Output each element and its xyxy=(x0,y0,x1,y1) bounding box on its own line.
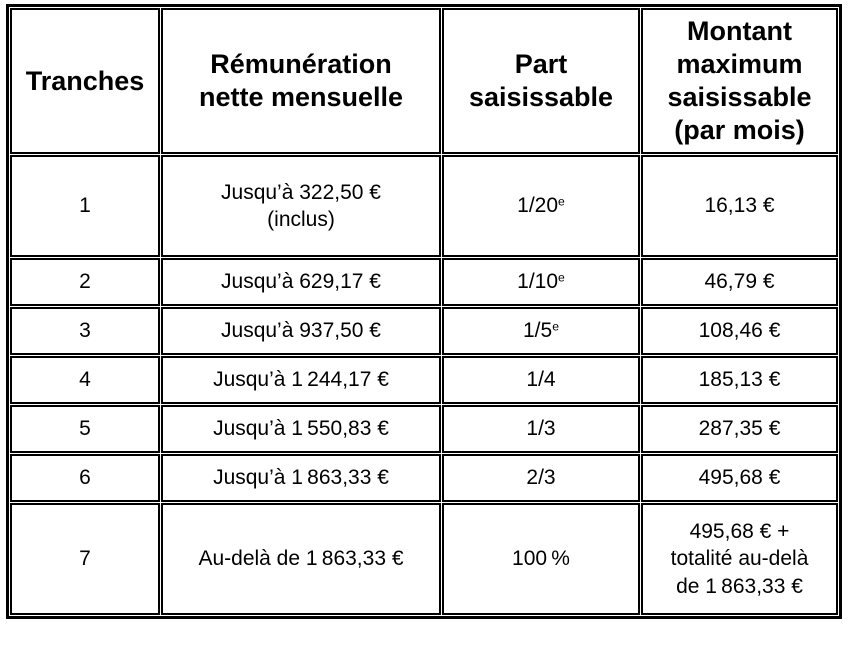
header-montant: Montant maximum saisissable (par mois) xyxy=(641,8,838,154)
cell-remuneration: Jusqu’à 1 550,83 € xyxy=(161,405,441,453)
part-fraction: 1/3 xyxy=(526,417,556,441)
cell-montant: 46,79 € xyxy=(641,258,838,306)
cell-montant: 108,46 € xyxy=(641,307,838,355)
part-fraction: 100 % xyxy=(512,547,570,571)
header-montant-line2: maximum xyxy=(676,49,803,80)
cell-part: 1/4 xyxy=(442,356,640,404)
cell-tranche: 3 xyxy=(10,307,160,355)
table-row: 1 Jusqu’à 322,50 € (inclus) 1/20e 16,13 … xyxy=(10,155,838,257)
header-montant-line4: (par mois) xyxy=(674,114,805,145)
header-part-line1: Part xyxy=(514,49,568,80)
header-montant-line1: Montant xyxy=(687,16,792,47)
cell-tranche: 7 xyxy=(10,503,160,615)
cell-part: 1/3 xyxy=(442,405,640,453)
part-fraction: 2/3 xyxy=(526,466,556,490)
header-remuneration-line1: Rémunération xyxy=(210,49,392,80)
header-row: Tranches Rémunération nette mensuelle Pa… xyxy=(10,8,838,154)
part-fraction: 1/20 xyxy=(517,194,559,218)
cell-tranche: 2 xyxy=(10,258,160,306)
cell-tranche: 1 xyxy=(10,155,160,257)
part-fraction: 1/5 xyxy=(523,319,553,343)
header-remuneration-line2: nette mensuelle xyxy=(198,82,404,112)
cell-montant: 495,68 € + totalité au-delà de 1 863,33 … xyxy=(641,503,838,615)
remuneration-amount: Jusqu’à 322,50 € xyxy=(221,180,381,204)
cell-tranche: 6 xyxy=(10,454,160,502)
table-row: 3 Jusqu’à 937,50 € 1/5e 108,46 € xyxy=(10,307,838,355)
part-fraction: 1/10 xyxy=(517,270,559,294)
part-fraction: 1/4 xyxy=(526,368,556,392)
header-part-line2: saisissable xyxy=(468,82,614,112)
cell-montant: 287,35 € xyxy=(641,405,838,453)
cell-remuneration: Jusqu’à 937,50 € xyxy=(161,307,441,355)
cell-remuneration: Jusqu’à 1 863,33 € xyxy=(161,454,441,502)
part-exponent: e xyxy=(552,319,559,334)
table-row: 4 Jusqu’à 1 244,17 € 1/4 185,13 € xyxy=(10,356,838,404)
header-tranches: Tranches xyxy=(10,8,160,154)
montant-line1: 495,68 € + xyxy=(689,520,790,544)
part-exponent: e xyxy=(558,194,565,209)
remuneration-note: (inclus) xyxy=(267,208,335,231)
garnishment-scale-table: Tranches Rémunération nette mensuelle Pa… xyxy=(6,4,842,619)
table-row: 7 Au-delà de 1 863,33 € 100 % 495,68 € +… xyxy=(10,503,838,615)
cell-part: 2/3 xyxy=(442,454,640,502)
cell-remuneration: Jusqu’à 322,50 € (inclus) xyxy=(161,155,441,257)
header-part: Part saisissable xyxy=(442,8,640,154)
cell-montant: 495,68 € xyxy=(641,454,838,502)
cell-montant: 16,13 € xyxy=(641,155,838,257)
cell-tranche: 4 xyxy=(10,356,160,404)
table-row: 2 Jusqu’à 629,17 € 1/10e 46,79 € xyxy=(10,258,838,306)
header-remuneration: Rémunération nette mensuelle xyxy=(161,8,441,154)
table-row: 6 Jusqu’à 1 863,33 € 2/3 495,68 € xyxy=(10,454,838,502)
part-exponent: e xyxy=(558,270,565,285)
montant-line2: totalité au-delà xyxy=(670,547,809,571)
cell-tranche: 5 xyxy=(10,405,160,453)
header-montant-line3: saisissable xyxy=(667,82,812,112)
cell-remuneration: Jusqu’à 1 244,17 € xyxy=(161,356,441,404)
table-row: 5 Jusqu’à 1 550,83 € 1/3 287,35 € xyxy=(10,405,838,453)
cell-remuneration: Jusqu’à 629,17 € xyxy=(161,258,441,306)
cell-part: 100 % xyxy=(442,503,640,615)
montant-line3: de 1 863,33 € xyxy=(676,574,803,598)
cell-part: 1/5e xyxy=(442,307,640,355)
cell-part: 1/10e xyxy=(442,258,640,306)
cell-remuneration: Au-delà de 1 863,33 € xyxy=(161,503,441,615)
cell-part: 1/20e xyxy=(442,155,640,257)
cell-montant: 185,13 € xyxy=(641,356,838,404)
